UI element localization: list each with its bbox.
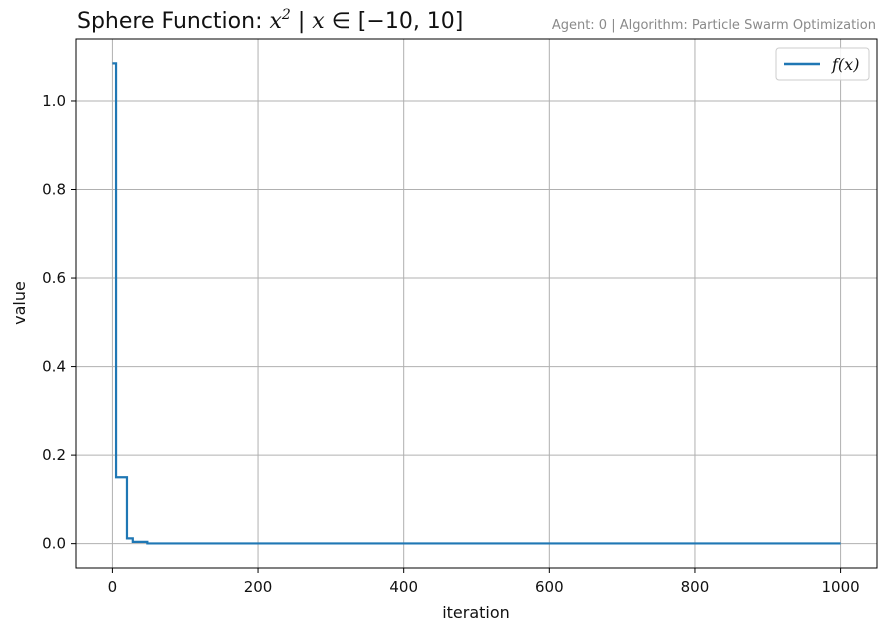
legend-box (775, 47, 870, 81)
legend-label: f(x) (831, 55, 859, 74)
title-prefix: Sphere Function: (77, 9, 269, 34)
plot-frame (75, 38, 878, 569)
legend: f(x) (775, 47, 870, 81)
chart-title: Sphere Function: x2 | x ∈ [−10, 10] (77, 7, 463, 34)
y-tick-label: 1.0 (42, 92, 66, 110)
series-layer (112, 62, 841, 545)
x-tick-label: 200 (244, 578, 273, 596)
x-axis-label: iteration (442, 603, 510, 622)
x-gridlines (111, 39, 842, 568)
y-tick-label: 0.6 (42, 269, 66, 287)
y-tick-label: 0.0 (42, 535, 66, 553)
y-axis-ticks: 0.0 0.2 0.4 0.6 0.8 1.0 (42, 92, 76, 553)
x-axis-ticks: 0 200 400 600 800 1000 (108, 568, 860, 596)
series-line (112, 62, 841, 545)
title-exponent: 2 (281, 7, 291, 23)
x-tick-label: 1000 (821, 578, 859, 596)
y-tick-label: 0.4 (42, 358, 66, 376)
x-tick-label: 800 (681, 578, 710, 596)
y-tick-label: 0.8 (42, 181, 66, 199)
y-tick-label: 0.2 (42, 446, 66, 464)
x-tick-label: 400 (389, 578, 418, 596)
x-tick-label: 0 (108, 578, 118, 596)
title-range: ∈ [−10, 10] (325, 9, 464, 34)
title-var2: x (312, 9, 325, 34)
chart-subtitle: Agent: 0 | Algorithm: Particle Swarm Opt… (552, 18, 876, 33)
y-axis-label: value (10, 281, 29, 325)
plot-area (76, 39, 877, 568)
title-separator: | (291, 9, 312, 34)
x-tick-label: 600 (535, 578, 564, 596)
title-var: x (269, 9, 282, 34)
